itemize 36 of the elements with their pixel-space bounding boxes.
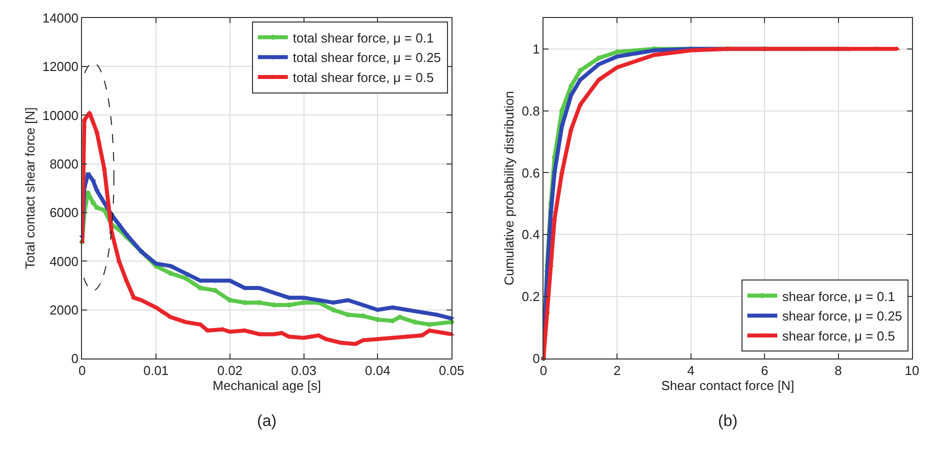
y-axis-title: Total contact shear force [N] — [22, 107, 38, 270]
x-tick-label: 0.05 — [438, 363, 464, 378]
x-tick-label: 10 — [904, 363, 920, 378]
x-tick-label: 0.02 — [217, 363, 243, 378]
legend-label: shear force, μ = 0.5 — [782, 328, 895, 344]
legend-label: total shear force, μ = 0.5 — [292, 70, 434, 86]
y-tick-label: 0.6 — [522, 165, 540, 180]
x-tick-label: 0.01 — [143, 363, 169, 378]
text: (b) — [718, 413, 738, 430]
y-tick-label: 1 — [532, 41, 540, 56]
x-tick-label: 8 — [834, 363, 842, 378]
x-axis-title: Shear contact force [N] — [661, 378, 794, 394]
y-tick-label: 0.8 — [522, 103, 540, 118]
y-tick-label: 6000 — [50, 205, 79, 220]
y-tick-label: 0.4 — [522, 227, 540, 242]
y-tick-label: 4000 — [50, 254, 79, 269]
x-tick-label: 4 — [687, 363, 694, 378]
x-axis-title: Mechanical age [s] — [212, 378, 322, 394]
y-tick-label: 10000 — [42, 108, 79, 123]
legend-label: shear force, μ = 0.1 — [782, 288, 895, 304]
x-tick-label: 0.04 — [365, 363, 390, 378]
y-axis-title: Cumulative probability distribution — [502, 91, 517, 286]
y-tick-label: 0.2 — [522, 289, 540, 304]
y-tick-label: 0 — [532, 351, 540, 366]
x-tick-label: 6 — [760, 363, 768, 378]
y-tick-label: 8000 — [50, 156, 79, 172]
x-tick-label: 2 — [614, 363, 621, 378]
x-tick-label: 0.03 — [291, 363, 316, 378]
y-tick-label: 12000 — [42, 59, 79, 74]
y-tick-label: 0 — [71, 351, 79, 366]
legend-label: total shear force, μ = 0.25 — [292, 50, 441, 66]
text: (a) — [257, 413, 277, 430]
y-tick-label: 2000 — [50, 302, 79, 318]
legend-label: total shear force, μ = 0.1 — [292, 30, 434, 46]
legend-label: shear force, μ = 0.25 — [782, 308, 902, 324]
y-tick-label: 14000 — [42, 10, 79, 26]
